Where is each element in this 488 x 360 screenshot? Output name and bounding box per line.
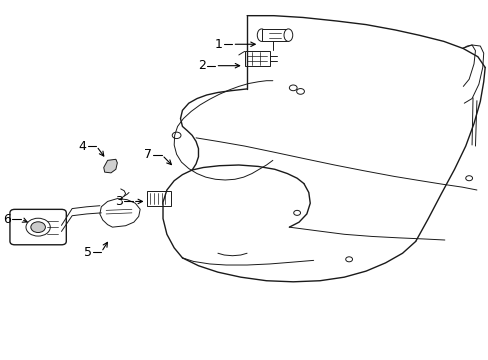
Circle shape (465, 176, 471, 181)
Circle shape (289, 85, 297, 91)
Circle shape (172, 132, 181, 139)
FancyBboxPatch shape (10, 210, 66, 245)
Circle shape (296, 89, 304, 94)
Bar (261, 29, 288, 41)
Text: 2: 2 (198, 59, 205, 72)
Polygon shape (103, 159, 117, 173)
Ellipse shape (257, 29, 265, 41)
Circle shape (26, 218, 50, 236)
Polygon shape (100, 199, 140, 227)
Text: 6: 6 (3, 213, 11, 226)
Bar (244, 51, 269, 66)
Text: 1: 1 (214, 38, 223, 51)
Text: 5: 5 (83, 246, 91, 258)
Text: 3: 3 (115, 195, 123, 208)
Circle shape (293, 210, 300, 215)
Bar (147, 192, 170, 206)
Text: 4: 4 (79, 140, 86, 153)
Text: 7: 7 (144, 148, 152, 162)
Circle shape (31, 222, 45, 233)
Circle shape (345, 257, 352, 262)
Ellipse shape (284, 29, 292, 41)
